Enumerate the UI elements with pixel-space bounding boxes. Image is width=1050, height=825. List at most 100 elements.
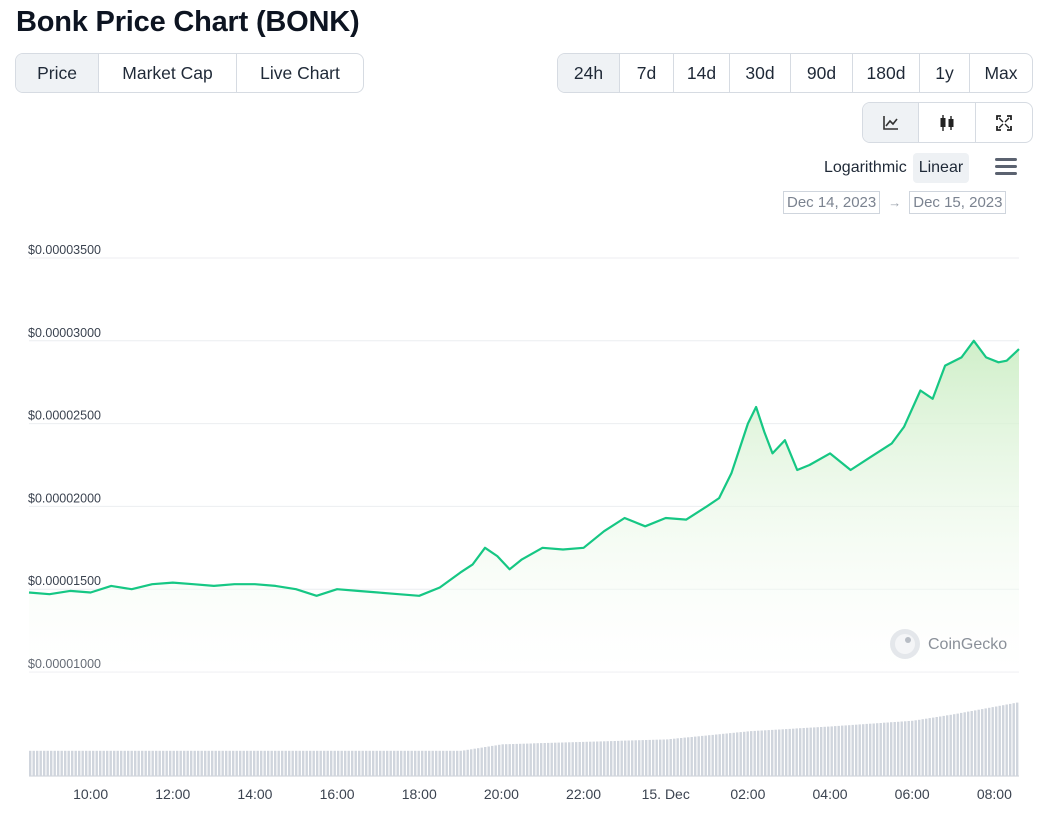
volume-bar	[925, 718, 928, 776]
volume-bar	[218, 750, 221, 776]
volume-bar	[337, 750, 340, 776]
volume-bar	[725, 733, 728, 776]
scale-linear[interactable]: Linear	[912, 153, 970, 183]
volume-bar	[960, 712, 963, 776]
volume-bar	[795, 728, 798, 776]
volume-bar	[214, 750, 217, 776]
candlestick-icon	[940, 114, 954, 131]
volume-bar	[284, 750, 287, 776]
volume-bar	[29, 750, 32, 776]
volume-bar	[239, 750, 242, 776]
volume-bar	[939, 716, 942, 776]
volume-bar	[428, 750, 431, 776]
volume-bar	[186, 750, 189, 776]
range-7d[interactable]: 7d	[620, 54, 674, 92]
volume-bar	[81, 750, 84, 776]
volume-bar	[256, 750, 259, 776]
volume-bar	[204, 750, 207, 776]
volume-bar	[557, 742, 560, 776]
volume-bar	[158, 750, 161, 776]
volume-bar	[452, 750, 455, 776]
volume-bar	[498, 744, 501, 776]
range-180d[interactable]: 180d	[853, 54, 920, 92]
volume-bar	[729, 733, 732, 776]
volume-bar	[484, 747, 487, 776]
volume-bar	[914, 720, 917, 776]
volume-bar	[753, 730, 756, 776]
volume-bar	[949, 714, 952, 776]
volume-bar	[155, 750, 158, 776]
volume-bar	[694, 736, 697, 776]
volume-bar	[620, 740, 623, 776]
volume-bar	[606, 741, 609, 776]
volume-bar	[596, 741, 599, 776]
volume-bar	[417, 750, 420, 776]
volume-bar	[911, 720, 914, 776]
range-30d[interactable]: 30d	[730, 54, 791, 92]
volume-bar	[270, 750, 273, 776]
volume-bar	[137, 750, 140, 776]
date-to-input[interactable]: Dec 15, 2023	[909, 191, 1007, 214]
tab-live-chart[interactable]: Live Chart	[260, 62, 340, 83]
line-chart-button[interactable]	[863, 103, 920, 142]
volume-bar	[288, 750, 291, 776]
volume-bar	[249, 750, 252, 776]
volume-bar	[669, 739, 672, 776]
range-14d[interactable]: 14d	[674, 54, 730, 92]
x-tick-label: 15. Dec	[642, 786, 690, 802]
volume-bar	[200, 750, 203, 776]
volume-bar	[585, 741, 588, 776]
date-from-input[interactable]: Dec 14, 2023	[783, 191, 881, 214]
volume-bar	[935, 717, 938, 776]
volume-bar	[526, 743, 529, 776]
volume-bar	[295, 750, 298, 776]
volume-bar	[165, 750, 168, 776]
volume-bar	[529, 743, 532, 776]
volume-bar	[64, 750, 67, 776]
volume-bar	[743, 731, 746, 776]
volume-bar	[512, 744, 515, 776]
volume-bar	[799, 728, 802, 776]
volume-bar	[757, 730, 760, 776]
tab-market-cap[interactable]: Market Cap	[99, 54, 237, 92]
x-tick-label: 22:00	[566, 786, 601, 802]
volume-bar	[274, 750, 277, 776]
volume-bar	[893, 722, 896, 776]
volume-bar	[652, 739, 655, 776]
volume-bar	[449, 750, 452, 776]
volume-bar	[673, 738, 676, 776]
x-tick-label: 20:00	[484, 786, 519, 802]
volume-bar	[508, 744, 511, 776]
volume-bar	[172, 750, 175, 776]
volume-bar	[998, 705, 1001, 776]
range-24h[interactable]: 24h	[558, 54, 620, 92]
hamburger-menu-icon[interactable]	[995, 158, 1017, 176]
tab-price[interactable]: Price	[16, 54, 99, 92]
volume-bar	[722, 733, 725, 776]
volume-bar	[932, 717, 935, 776]
volume-bar	[554, 742, 557, 776]
volume-bar	[95, 750, 98, 776]
volume-bar	[330, 750, 333, 776]
volume-bar	[648, 739, 651, 776]
candlestick-button[interactable]	[919, 103, 976, 142]
volume-bar	[638, 740, 641, 776]
fullscreen-button[interactable]	[976, 103, 1032, 142]
time-range-tabs: 24h 7d 14d 30d 90d 180d 1y Max	[557, 53, 1033, 93]
range-1y[interactable]: 1y	[920, 54, 970, 92]
volume-bar	[974, 710, 977, 776]
volume-bar	[970, 711, 973, 776]
volume-bar	[403, 750, 406, 776]
range-90d[interactable]: 90d	[791, 54, 853, 92]
range-max[interactable]: Max	[984, 62, 1018, 83]
volume-bar	[113, 750, 116, 776]
volume-bar	[456, 750, 459, 776]
volume-bar	[193, 750, 196, 776]
volume-bar	[890, 722, 893, 776]
volume-bar	[473, 748, 476, 776]
volume-bar	[624, 740, 627, 776]
volume-bar	[134, 750, 137, 776]
scale-logarithmic[interactable]: Logarithmic	[824, 159, 907, 176]
volume-bar	[127, 750, 130, 776]
